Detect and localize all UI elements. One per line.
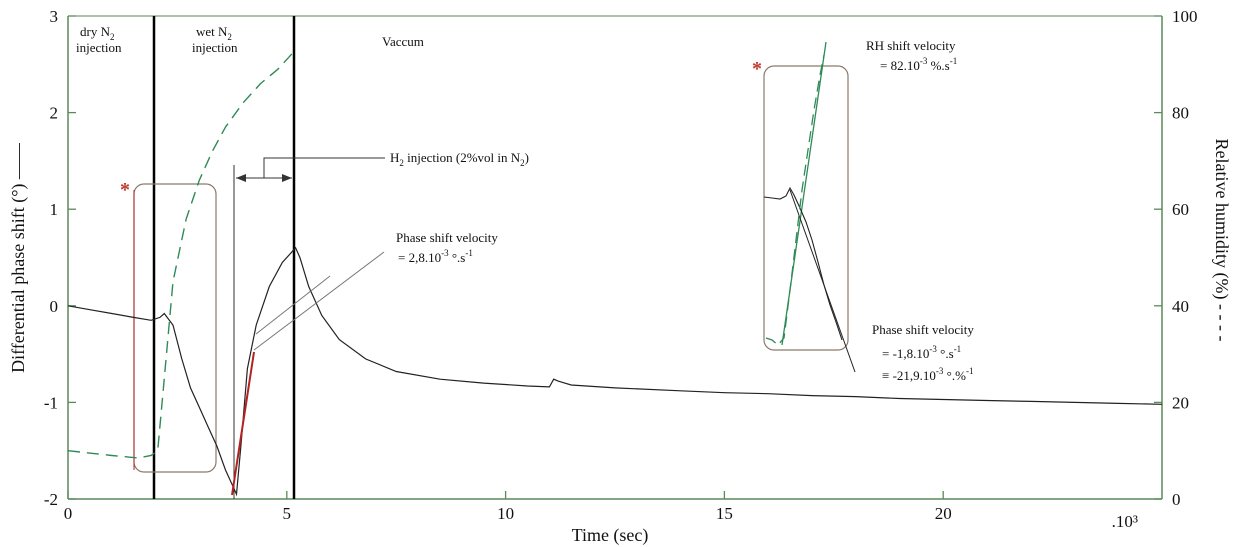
- y-right-tick-label: 100: [1172, 7, 1198, 26]
- phase-velocity-2-value2: ≡ -21,9.10-3 °.%-1: [882, 366, 973, 383]
- y-right-tick-label: 40: [1172, 297, 1189, 316]
- h2-injection-label: H2 injection (2%vol in N2): [390, 150, 529, 168]
- x-tick-label: 10: [497, 504, 514, 523]
- y-left-axis-title: Differential phase shift (°) ——: [8, 142, 29, 373]
- region-label-wet: wet N2: [196, 24, 232, 42]
- x-axis-multiplier: .10³: [1112, 512, 1138, 531]
- x-tick-label: 20: [935, 504, 952, 523]
- inset-rh-curve: [765, 54, 825, 346]
- y-left-tick-label: -1: [44, 393, 58, 412]
- y-right-tick-label: 0: [1172, 490, 1181, 509]
- highlight-box-right: [763, 65, 849, 351]
- y-right-tick-label: 80: [1172, 104, 1189, 123]
- h2-arrow-head-right: [282, 174, 292, 182]
- x-axis-title: Time (sec): [572, 525, 649, 546]
- region-label-dry-line2: injection: [76, 40, 122, 55]
- y-right-axis-title: Relative humidity (%) - - - -: [1211, 139, 1232, 342]
- inset-phase-curve: [763, 186, 843, 341]
- y-left-tick-label: 3: [50, 7, 59, 26]
- leader-phase-velocity-1b: [255, 275, 331, 335]
- x-tick-label: 15: [716, 504, 733, 523]
- y-right-tick-label: 60: [1172, 200, 1189, 219]
- region-label-wet-line2: injection: [192, 40, 238, 55]
- phase-velocity-1-value: = 2,8.10-3 °.s-1: [398, 248, 473, 265]
- region-label-vacuum: Vaccum: [382, 34, 424, 49]
- x-tick-label: 5: [283, 504, 292, 523]
- y-left-tick-label: 1: [50, 200, 59, 219]
- star-marker-left: *: [120, 179, 130, 201]
- h2-arrow-head-left: [236, 174, 246, 182]
- rh-velocity-value: = 82.10-3 %.s-1: [880, 56, 957, 73]
- y-left-tick-label: 0: [50, 297, 59, 316]
- star-marker-right: *: [752, 58, 762, 80]
- highlight-box-left: [133, 183, 217, 473]
- x-tick-label: 0: [64, 504, 73, 523]
- y-left-tick-label: 2: [50, 104, 59, 123]
- tick-labels-group: 0 5 10 15 20 -2 -1 0 1 2 3 0 20 40 60 80 100: [44, 7, 1198, 523]
- region-label-dry: dry N2: [80, 24, 114, 42]
- rh-velocity-title: RH shift velocity: [866, 38, 956, 53]
- series-phase-shift-line: [67, 246, 1163, 497]
- tangent-rh-green: [781, 41, 827, 346]
- y-right-tick-label: 20: [1172, 393, 1189, 412]
- series-relative-humidity-line: [67, 49, 297, 459]
- tangent-red: [231, 351, 255, 496]
- phase-velocity-2-value1: = -1,8.10-3 °.s-1: [882, 344, 961, 361]
- y-left-tick-label: -2: [44, 490, 58, 509]
- h2-leader-line: [263, 157, 385, 178]
- phase-velocity-2-title: Phase shift velocity: [872, 322, 974, 337]
- leader-phase-velocity-1: [253, 251, 385, 351]
- ticks-group: [67, 15, 1162, 500]
- phase-velocity-1-title: Phase shift velocity: [396, 230, 498, 245]
